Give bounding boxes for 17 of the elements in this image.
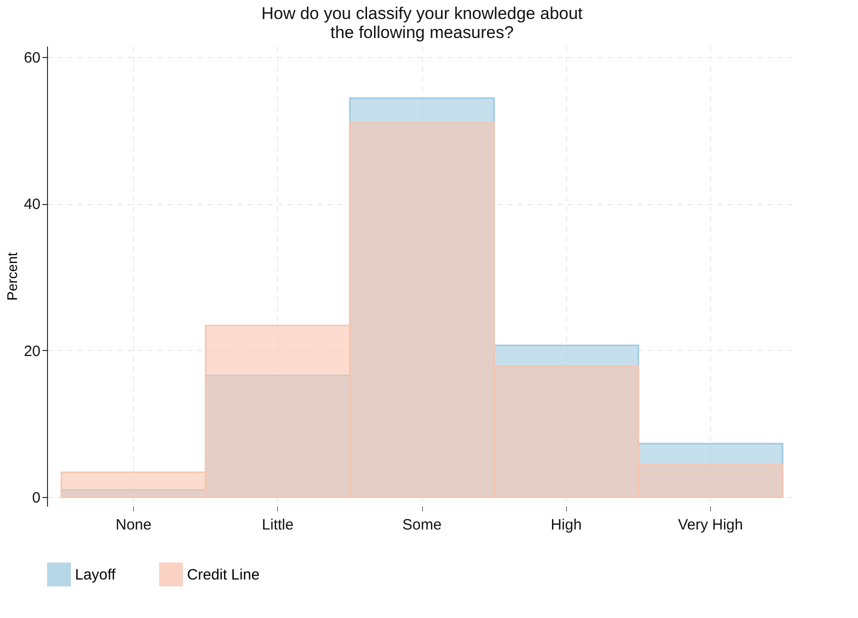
legend-label: Credit Line: [187, 566, 260, 584]
y-axis-title: Percent: [4, 252, 20, 301]
text: How do you classify your knowledge about: [261, 4, 583, 23]
x-tick-label: Some: [402, 516, 442, 534]
y-tick-label: 40: [24, 196, 40, 214]
x-tick-label: None: [116, 516, 152, 534]
y-tick-label: 0: [32, 490, 40, 507]
bar: [204, 324, 351, 498]
x-tick-label: High: [550, 516, 582, 534]
y-tick-label: 60: [24, 50, 40, 67]
x-tick-label: Little: [262, 516, 294, 534]
legend-label: Layoff: [75, 566, 116, 584]
y-tick-label: 20: [24, 342, 40, 360]
bar: [60, 472, 206, 498]
x-tick-label: Very High: [678, 516, 743, 534]
text: the following measures?: [330, 23, 514, 42]
bar: [638, 464, 784, 498]
